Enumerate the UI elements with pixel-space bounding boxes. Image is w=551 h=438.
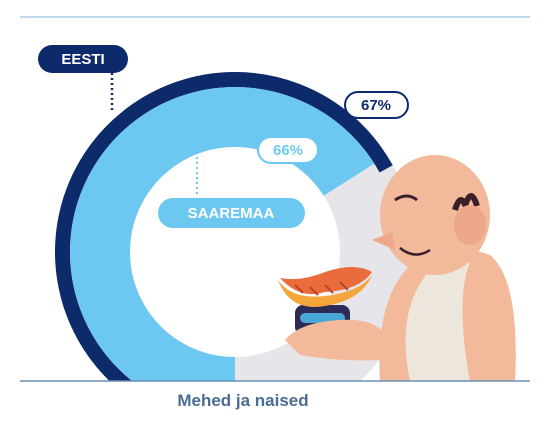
- value-label: 67%: [361, 97, 391, 114]
- category-label: Mehed ja naised: [173, 390, 313, 411]
- legend-label: EESTI: [61, 51, 104, 68]
- chart: EESTI 67% 66% SAAREMAA: [0, 0, 551, 438]
- value-label: 66%: [273, 142, 303, 159]
- infographic: EESTI 67% 66% SAAREMAA Mehed ja naised: [0, 0, 551, 438]
- legend-label: SAAREMAA: [188, 205, 275, 222]
- rings: [63, 80, 387, 425]
